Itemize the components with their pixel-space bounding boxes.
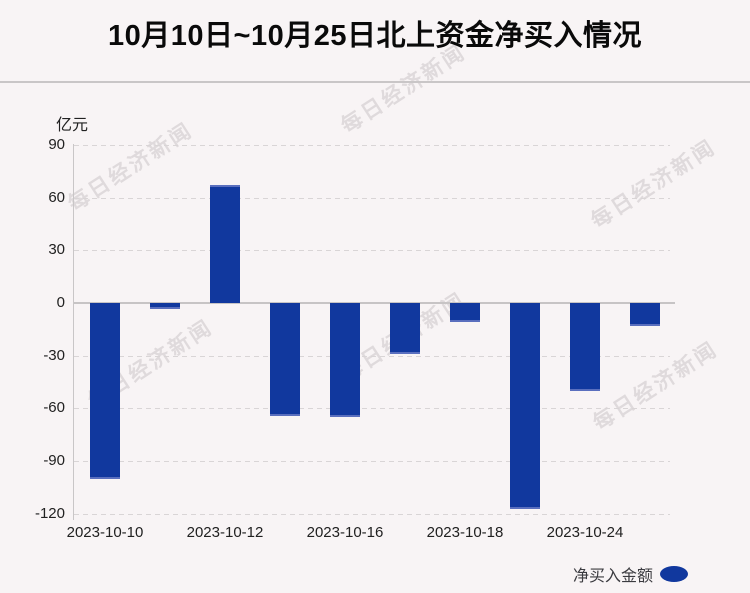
legend-label: 净买入金额 <box>573 568 654 585</box>
y-tick-label: 0 <box>56 294 65 311</box>
bar-col-6 <box>390 303 420 354</box>
bar-col-2 <box>150 303 180 310</box>
bar-2023-10-16 <box>330 303 360 418</box>
bar-2023-10-10 <box>90 303 120 479</box>
y-tick-label: -120 <box>34 504 65 522</box>
legend-marker-ellipse-icon <box>660 566 689 582</box>
bar-2023-10-18 <box>450 303 480 323</box>
bar-col-10 <box>630 303 660 326</box>
title-divider <box>0 81 750 83</box>
legend: 净买入金额 <box>573 562 689 586</box>
x-tick-label: 2023-10-10 <box>66 524 144 541</box>
gridline-0 <box>74 302 675 304</box>
gridline--90 <box>74 461 670 463</box>
x-tick-label: 2023-10-12 <box>186 524 264 541</box>
gridline--120 <box>74 513 670 515</box>
x-tick-label: 2023-10-24 <box>546 524 624 541</box>
x-tick-label: 2023-10-18 <box>426 524 504 541</box>
y-axis-unit-label: 亿元 <box>56 117 89 134</box>
bar-col-4 <box>270 303 300 416</box>
y-tick-label: 30 <box>48 241 65 259</box>
gridline--60 <box>74 408 670 410</box>
chart-title: 10月10日~10月25日北上资金净买入情况 <box>108 20 642 52</box>
y-tick-label: -90 <box>43 452 65 470</box>
bar-2023-10-12 <box>210 185 240 303</box>
gridline-90 <box>74 144 670 146</box>
gridline-60 <box>74 197 670 199</box>
x-tick-label: 2023-10-16 <box>306 524 384 541</box>
bar-col-8 <box>510 303 540 509</box>
bar-2023-10-24 <box>570 303 600 391</box>
gridline--30 <box>74 355 670 357</box>
gridline-30 <box>74 250 670 252</box>
y-tick-label: 90 <box>48 135 65 153</box>
y-tick-label: 60 <box>48 188 65 206</box>
y-tick-label: -60 <box>43 399 65 417</box>
y-axis-line <box>73 144 74 520</box>
y-tick-label: -30 <box>43 346 65 364</box>
